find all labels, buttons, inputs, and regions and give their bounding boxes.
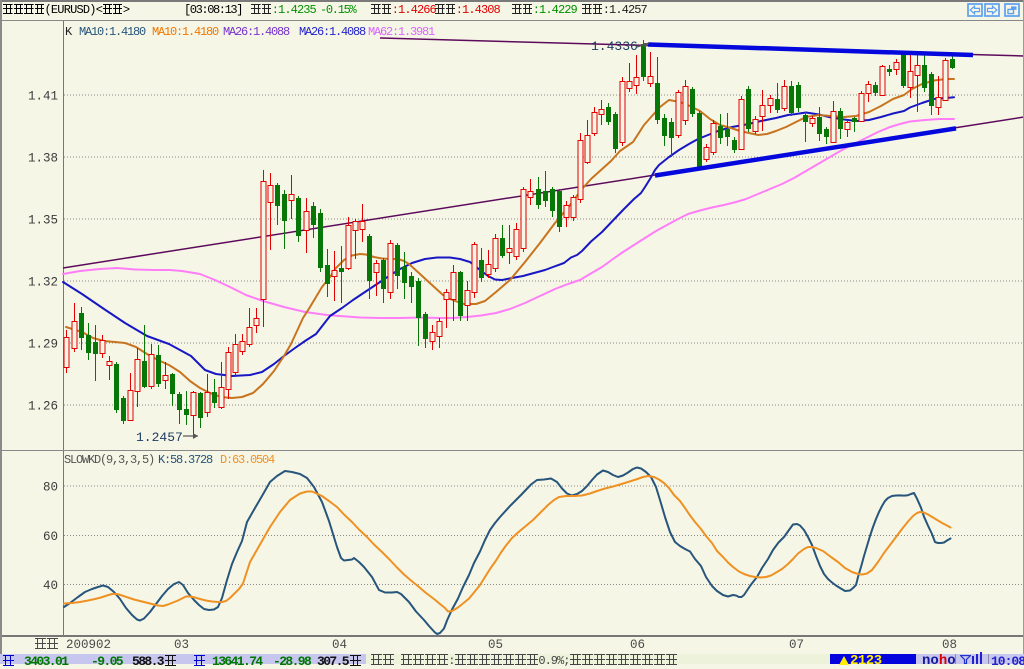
svg-text:06: 06 <box>630 638 645 652</box>
svg-text:04: 04 <box>332 638 347 652</box>
svg-text:40: 40 <box>43 579 58 593</box>
svg-text:05: 05 <box>488 638 503 652</box>
svg-text:07: 07 <box>789 638 804 652</box>
svg-text:1.2457: 1.2457 <box>136 430 183 445</box>
svg-text:60: 60 <box>43 530 58 544</box>
svg-text:1.26: 1.26 <box>28 400 58 414</box>
svg-text:80: 80 <box>43 481 58 495</box>
svg-text:1.4336: 1.4336 <box>591 39 638 54</box>
svg-text:03: 03 <box>174 638 189 652</box>
svg-text:1.29: 1.29 <box>28 338 58 352</box>
svg-text:1.35: 1.35 <box>28 214 58 228</box>
svg-text:200902: 200902 <box>66 638 111 652</box>
svg-text:1.32: 1.32 <box>28 276 58 290</box>
svg-text:08: 08 <box>942 638 957 652</box>
svg-text:1.41: 1.41 <box>28 90 58 104</box>
svg-text:1.38: 1.38 <box>28 152 58 166</box>
